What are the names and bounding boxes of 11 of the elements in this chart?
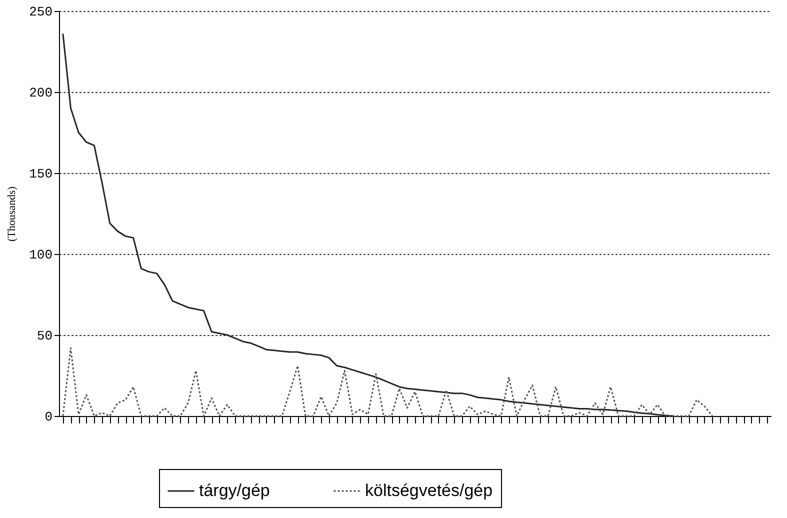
y-tick-label: 250 bbox=[29, 4, 52, 20]
y-tick-label: 0 bbox=[44, 410, 52, 424]
line-series bbox=[62, 347, 714, 417]
y-tick-label: 100 bbox=[29, 248, 52, 262]
y-axis-title: (Thousands) bbox=[6, 186, 18, 242]
legend-label: tárgy/gép bbox=[199, 481, 270, 500]
y-tick-label: 50 bbox=[36, 328, 52, 344]
y-tick-label: 200 bbox=[29, 86, 52, 100]
legend-label: költségvetés/gép bbox=[365, 481, 493, 500]
line-series bbox=[62, 32, 674, 417]
y-tick-label: 150 bbox=[29, 166, 52, 182]
